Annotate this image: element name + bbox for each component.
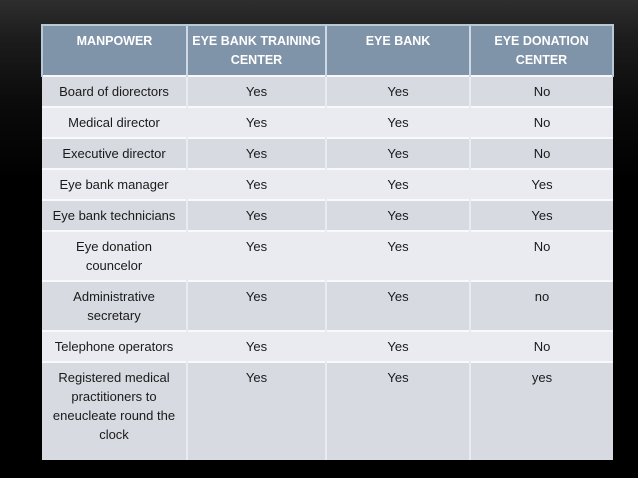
value-cell: Yes xyxy=(469,198,613,231)
table-row: Executive director Yes Yes No xyxy=(42,136,613,169)
value-cell: Yes xyxy=(186,360,326,460)
table-row: Administrative secretary Yes Yes no xyxy=(42,279,613,331)
column-header-eye-donation-center: EYE DONATION CENTER xyxy=(469,24,614,76)
table-header-row: MANPOWER EYE BANK TRAINING CENTER EYE BA… xyxy=(41,24,614,76)
row-label-cell: Administrative secretary xyxy=(42,279,187,331)
value-cell: Yes xyxy=(325,167,470,200)
value-cell: Yes xyxy=(325,360,470,460)
value-cell: Yes xyxy=(186,105,326,138)
value-cell: Yes xyxy=(186,229,326,281)
table-row: Registered medical practitioners to eneu… xyxy=(42,360,613,460)
table-row: Telephone operators Yes Yes No xyxy=(42,329,613,362)
column-header-eye-bank-training-center: EYE BANK TRAINING CENTER xyxy=(186,24,326,76)
value-cell: No xyxy=(469,136,613,169)
value-cell: No xyxy=(469,74,613,107)
row-label-cell: Telephone operators xyxy=(42,329,187,362)
table-row: Eye bank manager Yes Yes Yes xyxy=(42,167,613,200)
row-label-cell: Executive director xyxy=(42,136,187,169)
value-cell: Yes xyxy=(186,198,326,231)
table-row: Board of diorectors Yes Yes No xyxy=(42,74,613,107)
table-row: Eye donation councelor Yes Yes No xyxy=(42,229,613,281)
row-label-cell: Eye donation councelor xyxy=(42,229,187,281)
value-cell: Yes xyxy=(325,229,470,281)
value-cell: Yes xyxy=(186,329,326,362)
value-cell: no xyxy=(469,279,613,331)
value-cell: Yes xyxy=(186,167,326,200)
value-cell: Yes xyxy=(325,105,470,138)
value-cell: No xyxy=(469,229,613,281)
value-cell: Yes xyxy=(186,136,326,169)
row-label-cell: Registered medical practitioners to eneu… xyxy=(42,360,187,460)
value-cell: yes xyxy=(469,360,613,460)
row-label-cell: Board of diorectors xyxy=(42,74,187,107)
value-cell: Yes xyxy=(325,74,470,107)
value-cell: Yes xyxy=(325,279,470,331)
value-cell: Yes xyxy=(186,74,326,107)
value-cell: Yes xyxy=(469,167,613,200)
value-cell: Yes xyxy=(186,279,326,331)
value-cell: Yes xyxy=(325,198,470,231)
value-cell: No xyxy=(469,105,613,138)
manpower-table: MANPOWER EYE BANK TRAINING CENTER EYE BA… xyxy=(41,24,614,460)
column-header-manpower: MANPOWER xyxy=(41,24,187,76)
table-row: Eye bank technicians Yes Yes Yes xyxy=(42,198,613,231)
table-row: Medical director Yes Yes No xyxy=(42,105,613,138)
value-cell: No xyxy=(469,329,613,362)
row-label-cell: Eye bank technicians xyxy=(42,198,187,231)
column-header-eye-bank: EYE BANK xyxy=(325,24,470,76)
row-label-cell: Medical director xyxy=(42,105,187,138)
row-label-cell: Eye bank manager xyxy=(42,167,187,200)
value-cell: Yes xyxy=(325,136,470,169)
value-cell: Yes xyxy=(325,329,470,362)
